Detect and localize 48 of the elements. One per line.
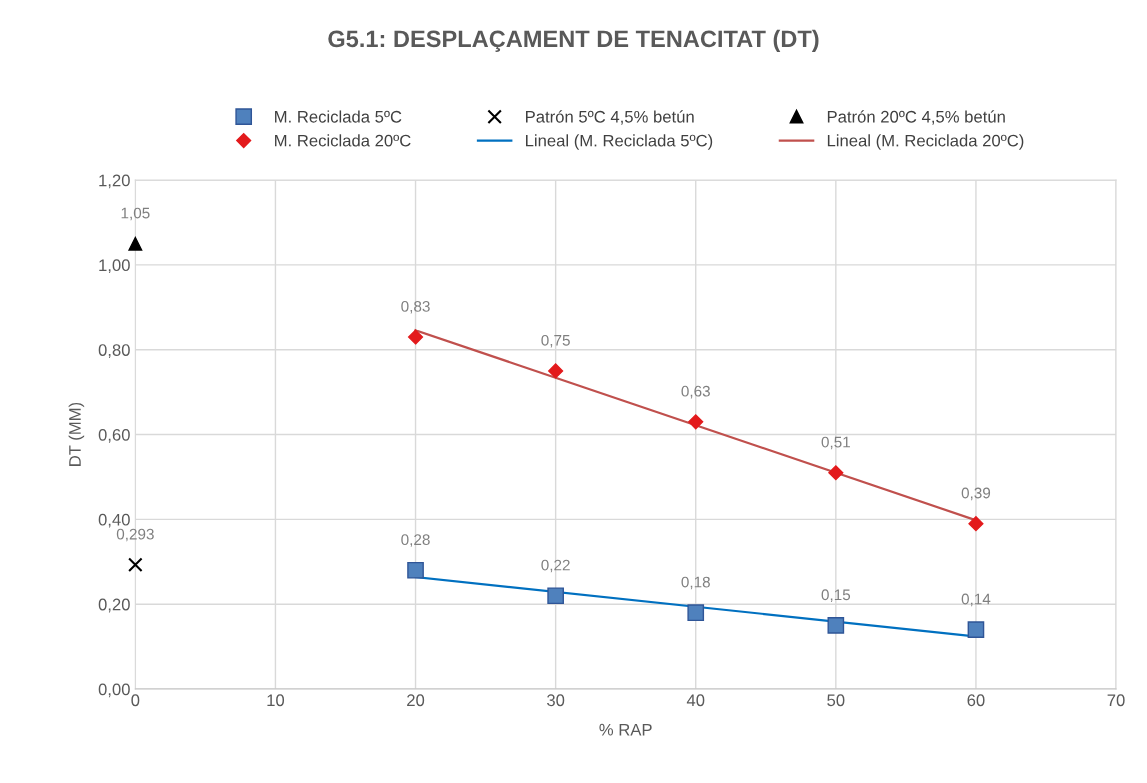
data-label: 0,83 (401, 300, 430, 314)
y-tick-label: 0,20 (98, 598, 130, 613)
point (967, 621, 985, 638)
y-tick-label: 1,00 (99, 259, 130, 274)
data-label: 0,39 (961, 487, 991, 501)
point (548, 363, 564, 379)
y-tick-label: 0,40 (98, 513, 130, 528)
y-tick-label: 0,00 (98, 683, 130, 698)
legend-label: M. Reciclada 5ºC (275, 110, 402, 123)
data-label: 0,63 (681, 385, 710, 399)
legend-label: Lineal (M. Reciclada 20ºC) (827, 134, 1024, 150)
point (827, 617, 845, 634)
legend-label: Lineal (M. Reciclada 5ºC) (526, 134, 713, 150)
data-label: 0,28 (401, 534, 430, 547)
legend-label: Patrón 5ºC 4,5% betún (526, 110, 694, 125)
data-label: 1,05 (121, 207, 150, 221)
y-tick-label: 1,20 (99, 174, 130, 189)
point (828, 465, 844, 481)
y-axis-title: DT (MM) (68, 402, 85, 466)
legend-label: Patrón 20ºC 4,5% betún (827, 110, 1005, 125)
data-label: 0,18 (681, 576, 710, 590)
chart-title: G5.1: DESPLAÇAMENT DE TENACITAT (DT) (328, 29, 819, 52)
data-label: 0,293 (116, 528, 154, 542)
point (407, 561, 424, 579)
x-tick-label: 30 (547, 694, 565, 707)
data-label: 0,15 (821, 589, 851, 602)
x-axis-title: % RAP (599, 723, 652, 736)
data-label: 0,14 (961, 593, 991, 607)
y-tick-label: 0,60 (98, 428, 130, 443)
point (547, 587, 564, 605)
point (128, 557, 143, 573)
data-label: 0,51 (821, 436, 850, 450)
point (407, 329, 424, 345)
x-tick-label: 10 (267, 694, 285, 707)
x-tick-label: 40 (686, 694, 705, 707)
x-tick-label: 20 (407, 694, 425, 707)
data-label: 0,75 (541, 334, 570, 348)
x-tick-label: 70 (1107, 694, 1125, 707)
x-tick-label: 0 (131, 694, 140, 707)
data-label: 0,22 (541, 559, 570, 573)
legend-label: M. Reciclada 20ºC (275, 134, 411, 147)
point (687, 604, 705, 622)
x-tick-label: 60 (967, 694, 985, 707)
point (128, 236, 143, 251)
x-tick-label: 50 (827, 694, 845, 707)
point (968, 516, 984, 532)
y-tick-label: 0,80 (98, 344, 130, 358)
point (688, 414, 704, 430)
